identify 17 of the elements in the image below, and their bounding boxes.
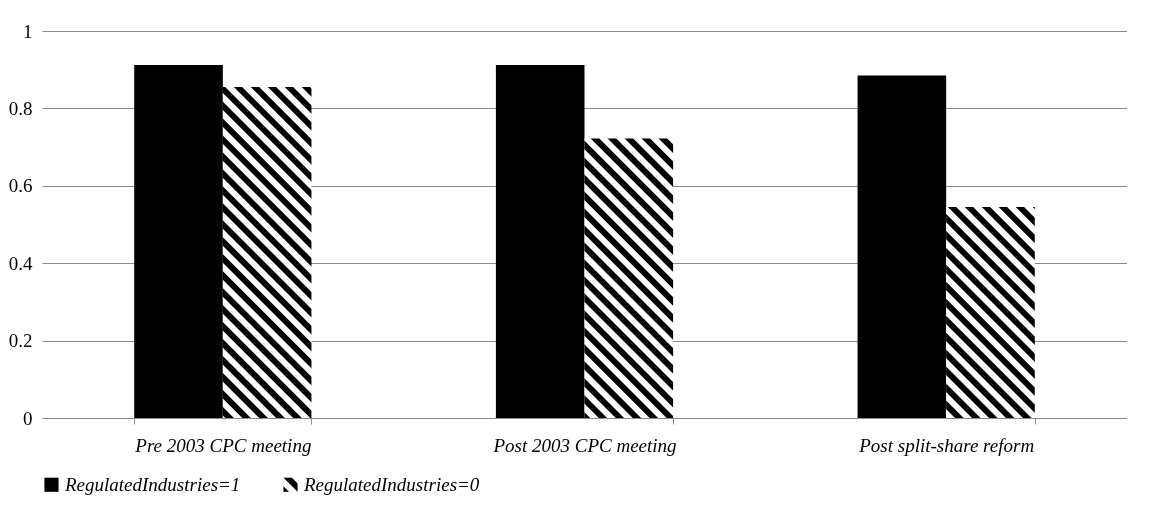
y-tick-label: 0.8 [8,97,33,119]
y-tick-label: 0 [23,407,33,429]
y-tick-label: 0.6 [8,175,33,197]
y-tick-label: 0.2 [8,330,33,352]
x-tick-label: Pre 2003 CPC meeting [134,434,312,456]
x-tick-label: Post 2003 CPC meeting [492,434,677,456]
bar [134,65,223,418]
bar [584,138,674,418]
bar [857,75,947,418]
bar [495,65,585,418]
bar [946,207,1035,418]
legend-label: RegulatedIndustries=1 [64,473,241,495]
x-tick-label: Post split-share reform [858,434,1035,456]
y-tick-label: 1 [23,20,33,42]
legend-label: RegulatedIndustries=0 [303,473,480,495]
y-tick-label: 0.4 [8,252,33,274]
bar [222,87,312,418]
